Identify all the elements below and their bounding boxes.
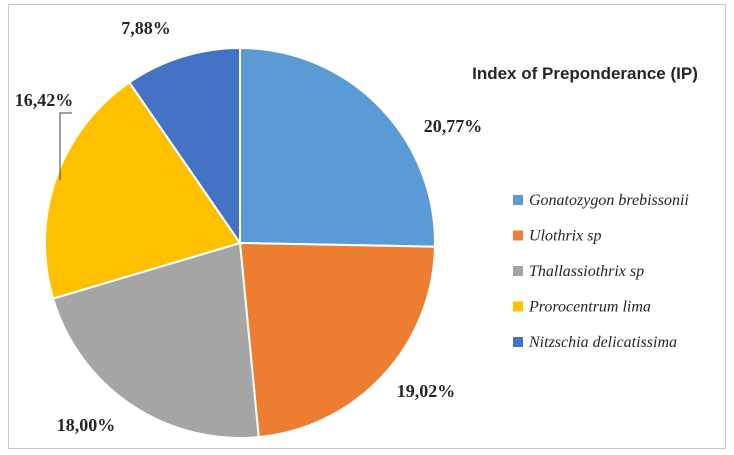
pie-slice-nitzschia-delicatissima [127, 46, 241, 247]
legend-label-thallassiothrix-sp: Thallassiothrix sp [529, 263, 644, 280]
chart-title: Index of Preponderance (IP) [472, 64, 698, 83]
legend-swatch-prorocentrum-lima [513, 301, 523, 312]
leader-line [59, 112, 72, 180]
data-label-nitzschia-delicatissima: 7,88% [121, 18, 171, 38]
data-label-gonatozygon-brebissonii: 20,77% [424, 116, 483, 136]
legend-label-gonatozygon-brebissonii: Gonatozygon brebissonii [529, 192, 689, 209]
legend: Gonatozygon brebissonii Ulothrix sp Thalla… [513, 192, 689, 351]
pie-slice-ulothrix-sp [238, 241, 436, 439]
data-label-ulothrix-sp: 19,02% [397, 381, 456, 401]
data-label-thallassiothrix-sp: 18,00% [57, 415, 116, 435]
legend-label-ulothrix-sp: Ulothrix sp [529, 228, 601, 245]
legend-label-nitzschia-delicatissima: Nitzschia delicatissima [528, 334, 677, 351]
legend-swatch-nitzschia-delicatissima [513, 337, 523, 347]
pie-slice-thallassiothrix-sp [51, 241, 260, 439]
data-labels: 20,77% 19,02% 18,00% 16,42% 7,88% [15, 18, 483, 435]
pie-slice-prorocentrum-lima [43, 81, 242, 300]
legend-swatch-gonatozygon-brebissonii [513, 195, 523, 205]
pie-slice-gonatozygon-brebissonii [239, 46, 436, 248]
legend-swatch-thallassiothrix-sp [513, 266, 523, 276]
data-label-prorocentrum-lima: 16,42% [15, 90, 74, 110]
legend-swatch-ulothrix-sp [513, 230, 523, 241]
pie-slices [43, 46, 436, 439]
legend-label-prorocentrum-lima: Prorocentrum lima [528, 299, 651, 316]
